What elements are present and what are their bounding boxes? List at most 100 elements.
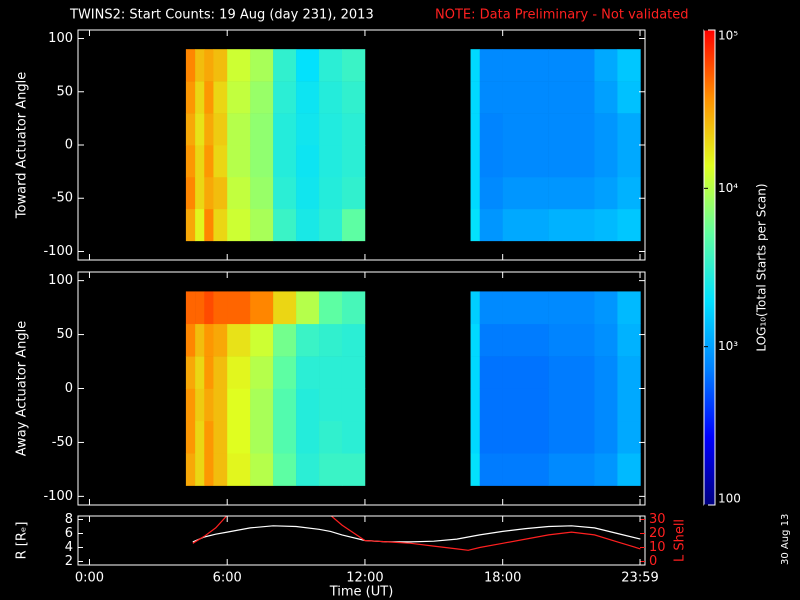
- heat-cell: [273, 145, 297, 178]
- heat-cell: [195, 113, 205, 146]
- x-tick-label: 23:59: [621, 571, 658, 586]
- colorbar: [703, 29, 716, 506]
- heat-cell: [502, 208, 549, 242]
- heat-cell: [273, 323, 297, 357]
- colorbar-label: LOG₁₀(Total Starts per Scan): [755, 183, 769, 351]
- heat-cell: [479, 81, 503, 114]
- heat-cell: [548, 420, 595, 454]
- heat-cell: [548, 388, 595, 422]
- heat-cell: [185, 356, 196, 389]
- y-tick-label: 4: [65, 540, 73, 555]
- heat-cell: [273, 49, 297, 82]
- heat-cell: [273, 113, 297, 146]
- heat-cell: [594, 113, 618, 146]
- heat-cell: [617, 356, 641, 389]
- heat-cell: [470, 356, 481, 389]
- heat-cell: [213, 323, 228, 357]
- heat-cell: [227, 388, 251, 422]
- heat-cell: [341, 356, 366, 389]
- heat-cell: [227, 453, 251, 486]
- y-axis-label: Away Actuator Angle: [15, 321, 30, 456]
- y-tick-label: 0: [65, 138, 73, 153]
- heat-cell: [502, 176, 549, 210]
- y2-axis-label: L Shell: [673, 519, 688, 562]
- heat-cell: [548, 208, 595, 242]
- heat-cell: [502, 356, 549, 389]
- heat-cell: [213, 420, 228, 454]
- data-line: [192, 525, 641, 543]
- heat-cell: [548, 81, 595, 114]
- heat-cell: [204, 356, 214, 389]
- heat-cell: [479, 356, 503, 389]
- y2-tick-label: 30: [649, 512, 666, 527]
- heat-cell: [470, 113, 481, 146]
- heat-cell: [195, 176, 205, 210]
- heat-cell: [319, 388, 343, 422]
- heat-cell: [594, 388, 618, 422]
- heat-cell: [250, 81, 274, 114]
- y-tick-label: -100: [43, 489, 73, 504]
- heat-cell: [479, 323, 503, 357]
- heat-cell: [204, 176, 214, 210]
- heat-cell: [185, 323, 196, 357]
- x-tick-label: 6:00: [213, 571, 242, 586]
- heat-cell: [470, 323, 481, 357]
- heat-cell: [250, 176, 274, 210]
- heat-cell: [273, 388, 297, 422]
- heat-cell: [273, 453, 297, 486]
- heat-cell: [341, 49, 366, 82]
- heat-cell: [341, 453, 366, 486]
- heat-cell: [296, 420, 320, 454]
- y2-tick-label: 20: [649, 526, 666, 541]
- heat-cell: [213, 291, 228, 325]
- heat-cell: [227, 145, 251, 178]
- heat-cell: [502, 81, 549, 114]
- heat-cell: [204, 81, 214, 114]
- heat-cell: [250, 356, 274, 389]
- heat-cell: [213, 49, 228, 82]
- heat-cell: [250, 208, 274, 242]
- heat-cell: [617, 49, 641, 82]
- heat-cell: [185, 81, 196, 114]
- heat-cell: [227, 356, 251, 389]
- heat-cell: [296, 388, 320, 422]
- heat-cell: [227, 420, 251, 454]
- heat-cell: [548, 145, 595, 178]
- heat-cell: [470, 208, 481, 242]
- heat-cell: [195, 453, 205, 486]
- heat-cell: [548, 113, 595, 146]
- heat-cell: [185, 145, 196, 178]
- heat-cell: [227, 113, 251, 146]
- heat-cell: [227, 176, 251, 210]
- heat-cell: [479, 113, 503, 146]
- heat-cell: [341, 291, 366, 325]
- heat-cell: [204, 323, 214, 357]
- x-tick-label: 12:00: [346, 571, 383, 586]
- heat-cell: [341, 176, 366, 210]
- heat-cell: [213, 208, 228, 242]
- heat-cell: [548, 356, 595, 389]
- heat-cell: [195, 291, 205, 325]
- heat-cell: [479, 208, 503, 242]
- heat-cell: [273, 356, 297, 389]
- heat-cell: [319, 323, 343, 357]
- heat-cell: [213, 356, 228, 389]
- heat-cell: [502, 453, 549, 486]
- heat-cell: [470, 81, 481, 114]
- y-tick-label: -50: [52, 435, 73, 450]
- heat-cell: [195, 356, 205, 389]
- heat-cell: [548, 291, 595, 325]
- heat-cell: [195, 388, 205, 422]
- y-tick-label: 0: [65, 381, 73, 396]
- heat-cell: [594, 208, 618, 242]
- heat-cell: [296, 49, 320, 82]
- heat-cell: [227, 323, 251, 357]
- heat-cell: [594, 145, 618, 178]
- heat-cell: [341, 388, 366, 422]
- heat-cell: [319, 81, 343, 114]
- heat-cell: [548, 49, 595, 82]
- heat-cell: [548, 176, 595, 210]
- heat-cell: [195, 420, 205, 454]
